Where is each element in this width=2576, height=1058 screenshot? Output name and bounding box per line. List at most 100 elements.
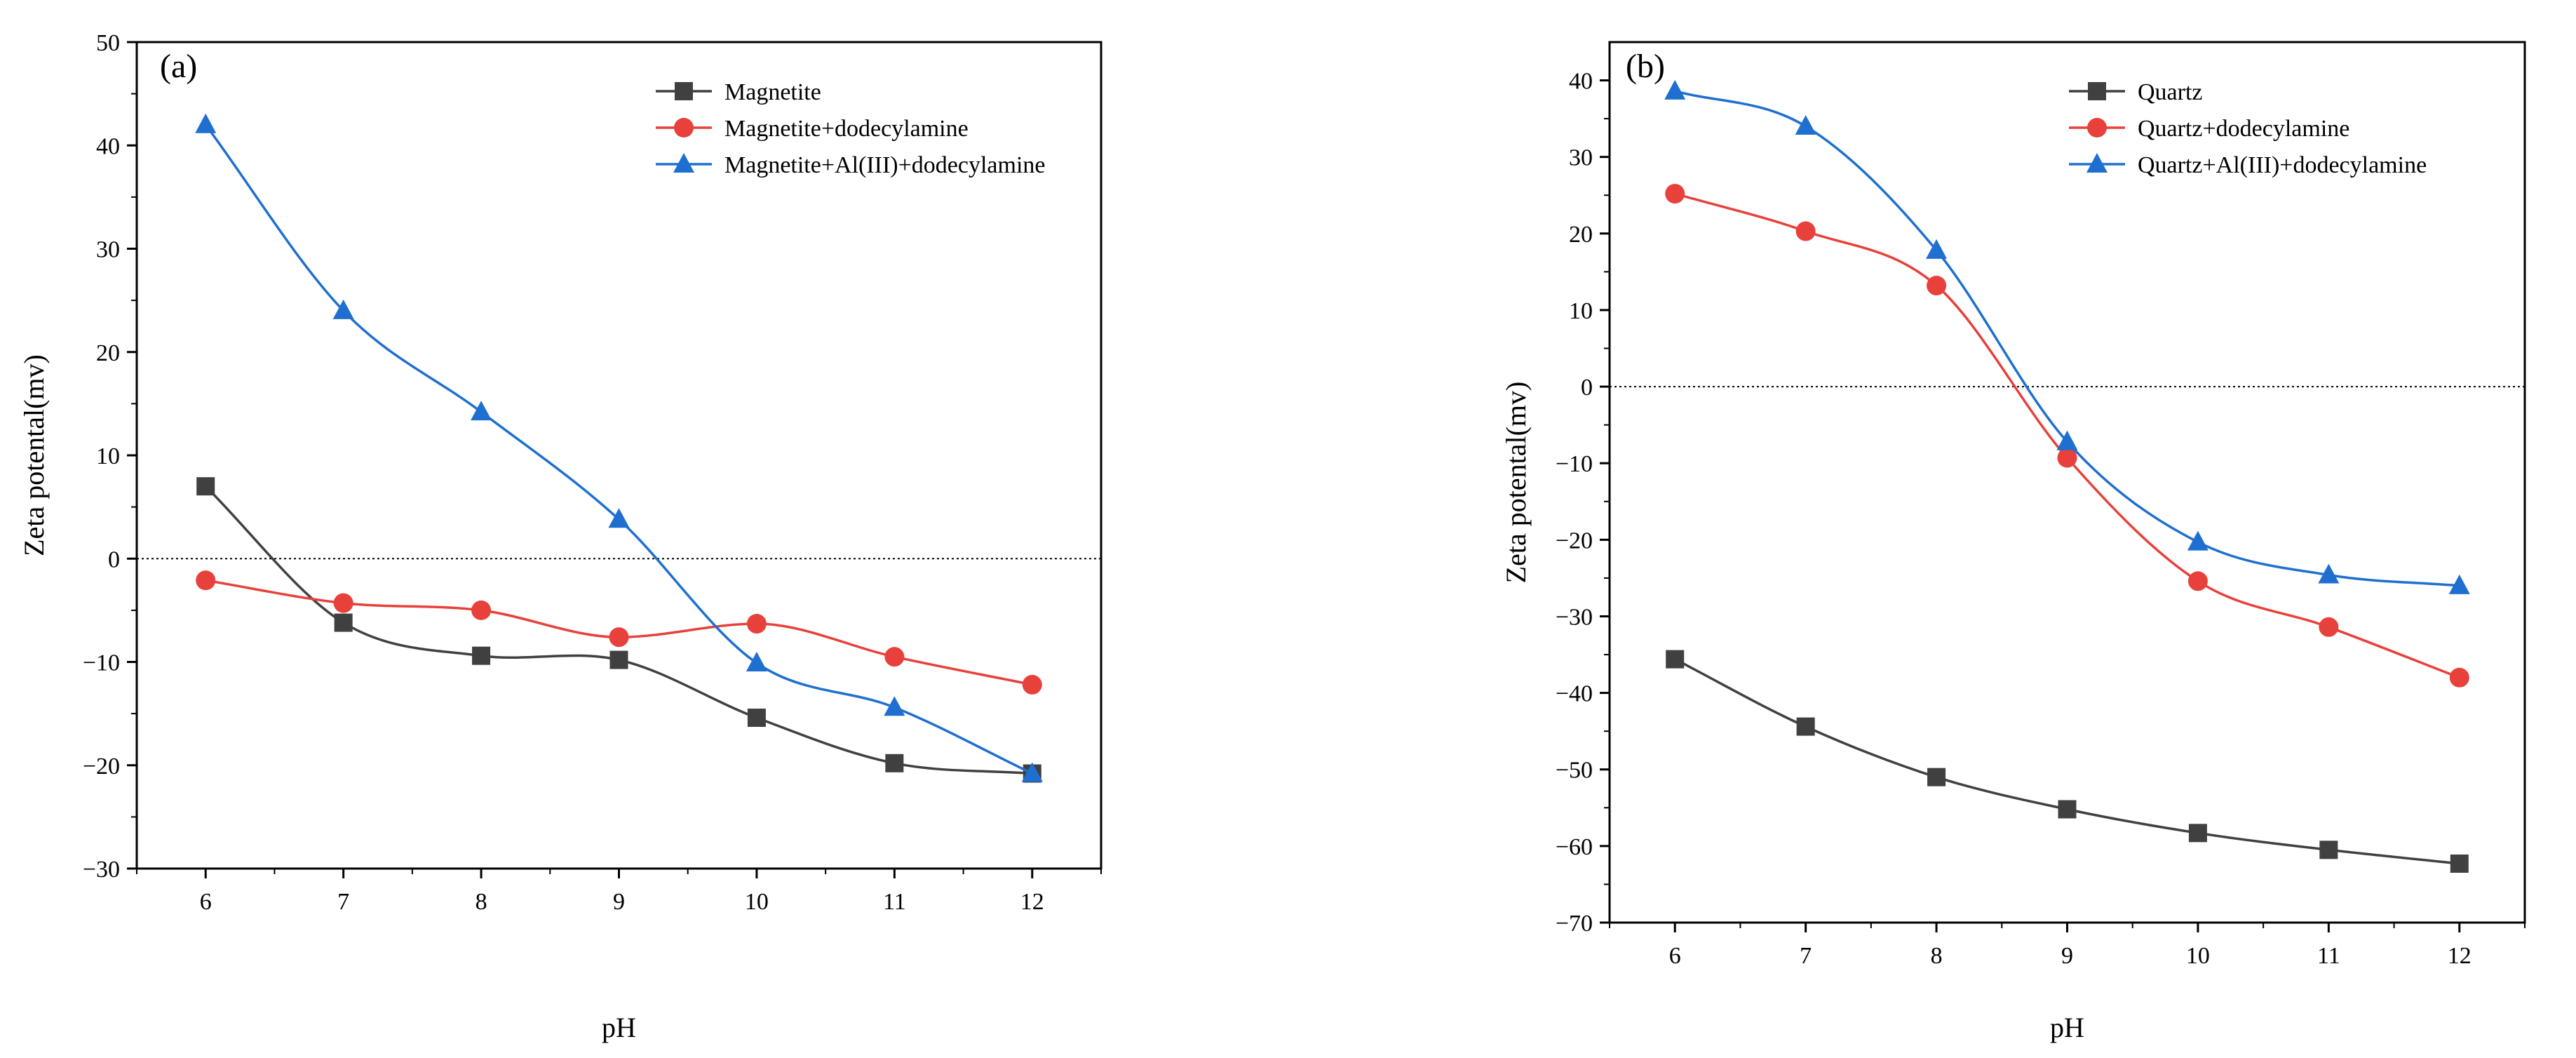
data-point: [1796, 717, 1815, 736]
series-line: [1674, 658, 2460, 865]
data-point: [2188, 824, 2207, 843]
data-point: [2056, 430, 2078, 450]
legend-marker: [2086, 153, 2108, 173]
data-point: [1022, 674, 1042, 695]
data-point: [1666, 650, 1685, 669]
data-point: [2318, 563, 2340, 584]
x-tick-label: 9: [2061, 943, 2073, 969]
legend-entry: Magnetite+Al(III)+dodecylamine: [724, 152, 1046, 178]
data-point: [1021, 762, 1043, 782]
data-point: [196, 570, 216, 591]
y-tick-label: 50: [96, 30, 120, 56]
x-tick-label: 11: [2317, 943, 2340, 969]
legend-marker: [675, 82, 693, 100]
data-point: [1927, 276, 1947, 296]
data-point: [2319, 841, 2338, 859]
legend-entry: Magnetite: [724, 79, 821, 105]
x-tick-label: 10: [2186, 943, 2210, 969]
data-point: [2057, 448, 2077, 468]
data-point: [471, 401, 492, 421]
data-point: [609, 650, 628, 669]
data-point: [2058, 800, 2077, 819]
data-point: [885, 754, 904, 772]
data-point: [609, 627, 629, 648]
y-tick-label: 0: [108, 547, 120, 572]
x-tick-label: 12: [1020, 889, 1044, 915]
y-tick-label: 30: [1569, 145, 1593, 171]
y-tick-label: −60: [1556, 834, 1593, 860]
series-0: [196, 477, 1041, 783]
x-axis-title: pH: [602, 1012, 636, 1043]
data-point: [2319, 617, 2339, 637]
x-tick-label: 10: [745, 889, 769, 915]
data-point: [1927, 768, 1946, 786]
data-point: [471, 600, 492, 620]
data-point: [1665, 184, 1685, 204]
panel-label: (b): [1626, 48, 1665, 85]
data-point: [1795, 115, 1816, 135]
chart-panel-b: −70 −60 −50 −40 −30 −20 −10 0 10 20 30 40 6 7 8 9 10 11 12…: [1500, 41, 2526, 1043]
x-tick-label: 7: [337, 889, 349, 915]
x-tick-label: 9: [613, 889, 625, 915]
data-point: [332, 299, 354, 319]
x-tick-label: 8: [1931, 943, 1943, 969]
data-point: [2187, 571, 2208, 591]
legend-entry: Quartz+Al(III)+dodecylamine: [2138, 152, 2427, 178]
series-1: [196, 570, 1042, 695]
data-point: [2450, 854, 2469, 873]
y-tick-label: −30: [83, 857, 120, 883]
legend-entry: Magnetite+dodecylamine: [724, 116, 969, 142]
data-point: [1795, 221, 1816, 241]
panel-label: (a): [160, 48, 197, 85]
legend-marker: [2088, 82, 2106, 100]
series-2: [195, 113, 1043, 782]
data-point: [333, 593, 353, 613]
y-tick-label: −20: [83, 754, 120, 779]
legend-marker: [673, 153, 694, 173]
data-point: [746, 614, 767, 634]
y-tick-label: 10: [96, 443, 120, 469]
data-point: [747, 709, 766, 728]
data-point: [884, 647, 905, 667]
data-point: [1926, 239, 1948, 259]
series-line: [204, 123, 1033, 775]
chart-panel-a: −30 −20 −10 0 10 20 30 40 50 6 7 8 9 10 11 12 pH Zeta pot…: [18, 30, 1102, 1043]
x-tick-label: 6: [1669, 943, 1681, 969]
data-point: [1664, 79, 1686, 100]
data-point: [472, 646, 491, 665]
y-axis-title: Zeta potental(mv): [18, 354, 50, 556]
x-tick-label: 11: [883, 889, 906, 915]
y-tick-label: −40: [1556, 681, 1593, 707]
data-point: [746, 651, 767, 671]
x-tick-label: 12: [2448, 943, 2472, 969]
data-point: [195, 113, 217, 133]
y-tick-label: −10: [83, 650, 120, 676]
legend-entry: Quartz+dodecylamine: [2138, 116, 2349, 142]
x-tick-label: 7: [1800, 943, 1812, 969]
y-tick-label: −30: [1556, 604, 1593, 630]
y-tick-label: 10: [1569, 298, 1593, 324]
y-tick-label: 0: [1581, 375, 1593, 401]
x-tick-label: 6: [200, 889, 212, 915]
data-point: [2449, 667, 2469, 688]
legend-marker: [674, 118, 694, 138]
y-tick-label: −70: [1556, 911, 1593, 937]
data-point: [608, 508, 630, 528]
series-1: [1665, 184, 2469, 688]
y-axis-title: Zeta potental(mv): [1500, 382, 1532, 584]
y-tick-label: 40: [96, 133, 120, 159]
y-tick-label: −10: [1556, 451, 1593, 477]
data-point: [2448, 574, 2470, 594]
series-0: [1666, 650, 2469, 873]
data-point: [2187, 530, 2209, 551]
data-point: [196, 477, 215, 496]
series-2: [1664, 79, 2470, 594]
y-tick-label: −20: [1556, 528, 1593, 554]
x-axis-title: pH: [2050, 1012, 2084, 1043]
y-tick-label: 20: [96, 340, 120, 366]
y-tick-label: −50: [1556, 758, 1593, 784]
data-point: [884, 696, 905, 716]
legend-marker: [2087, 118, 2107, 138]
y-tick-label: 30: [96, 237, 120, 263]
